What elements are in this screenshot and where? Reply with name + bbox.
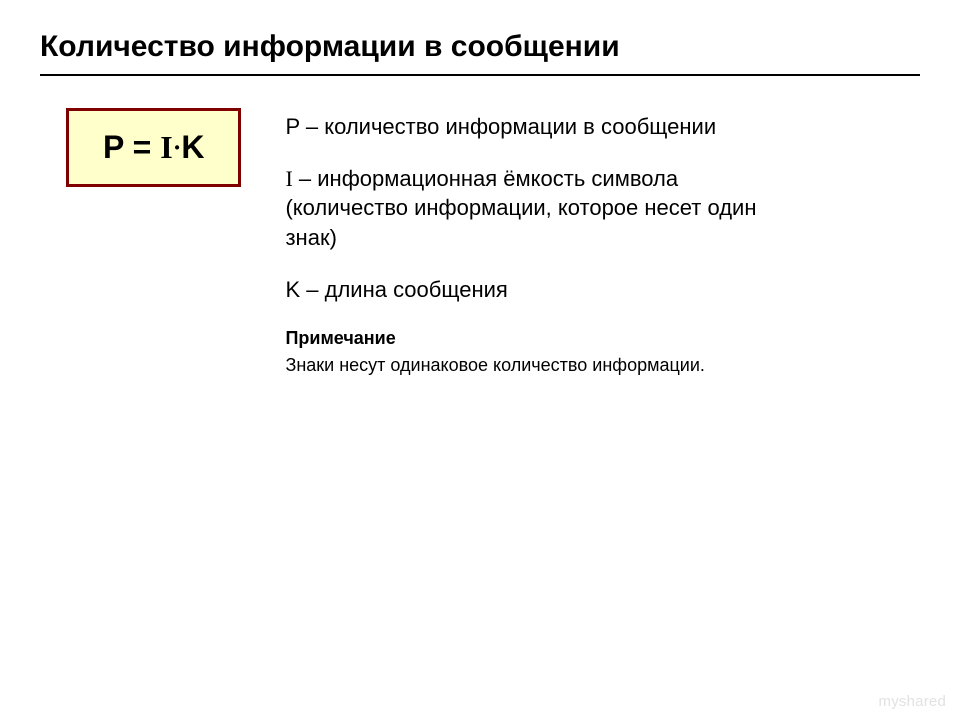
content-row: P = I·K P – количество информации в сооб… bbox=[40, 112, 920, 377]
title-divider bbox=[40, 74, 920, 76]
formula-I: I bbox=[160, 129, 172, 165]
watermark: myshared bbox=[879, 693, 946, 710]
slide: Количество информации в сообщении P = I·… bbox=[0, 0, 960, 720]
def-P: P – количество информации в сообщении bbox=[285, 112, 795, 142]
def-I: I – информационная ёмкость символа (коли… bbox=[285, 164, 795, 253]
formula-K: K bbox=[181, 129, 204, 165]
def-K: K – длина сообщения bbox=[285, 275, 795, 305]
formula-box: P = I·K bbox=[66, 108, 241, 187]
page-title: Количество информации в сообщении bbox=[40, 30, 920, 64]
formula-P: P bbox=[103, 129, 124, 165]
definitions: P – количество информации в сообщении I … bbox=[285, 112, 795, 377]
def-I-symbol: I bbox=[285, 166, 292, 191]
note-heading: Примечание bbox=[285, 326, 795, 350]
formula-eq: = bbox=[124, 129, 160, 165]
def-I-text: – информационная ёмкость символа (количе… bbox=[285, 166, 756, 250]
formula: P = I·K bbox=[103, 129, 204, 165]
note-body: Знаки несут одинаковое количество информ… bbox=[285, 353, 795, 377]
